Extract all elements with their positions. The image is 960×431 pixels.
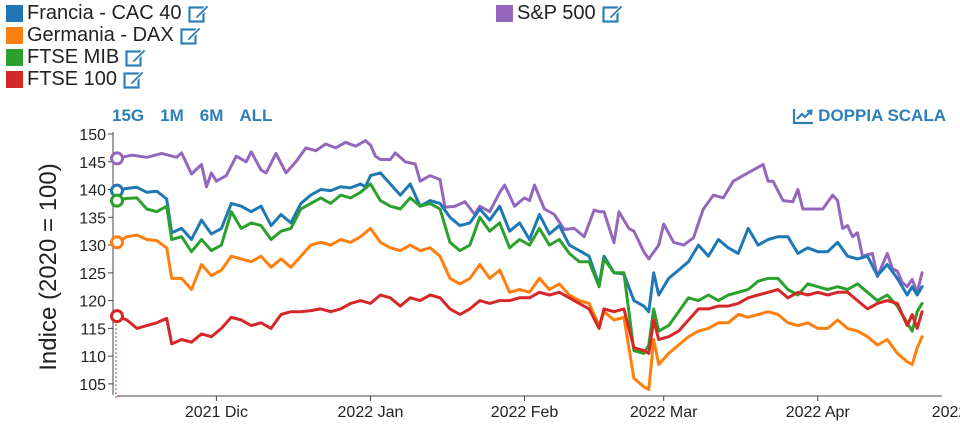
- y-tick-label: 125: [79, 266, 106, 283]
- y-axis-label: Indice (2020 = 100): [35, 163, 62, 370]
- legend-item-cac40[interactable]: Francia - CAC 40: [6, 2, 210, 24]
- y-tick-label: 150: [79, 127, 106, 144]
- legend-item-dax[interactable]: Germania - DAX: [6, 24, 210, 46]
- edit-icon[interactable]: [187, 3, 210, 23]
- legend-label: S&P 500: [517, 1, 596, 24]
- y-tick-label: 110: [80, 349, 106, 366]
- legend-label: FTSE MIB: [27, 45, 120, 68]
- series-start-point: [110, 235, 124, 250]
- series-line-s-p-500: [115, 139, 924, 294]
- legend-swatch: [6, 4, 23, 22]
- range-button-1m[interactable]: 1M: [160, 106, 184, 125]
- legend-label: FTSE 100: [27, 67, 118, 90]
- dual-scale-label: DOPPIA SCALA: [818, 106, 946, 125]
- series-start-point: [110, 151, 124, 166]
- range-button-all[interactable]: ALL: [239, 106, 273, 125]
- legend-right: S&P 500: [496, 2, 624, 24]
- x-tick-label: 2022 Mar: [630, 404, 698, 421]
- range-selector: 15G 1M 6M ALL: [112, 106, 272, 126]
- series-start-point: [110, 193, 124, 208]
- y-tick-label: 120: [79, 294, 106, 311]
- legend-item-ftse-mib[interactable]: FTSE MIB: [6, 46, 210, 68]
- y-tick-label: 135: [79, 210, 106, 227]
- legend-label: Germania - DAX: [27, 23, 174, 46]
- legend-swatch: [6, 26, 23, 44]
- series-line-germania-dax: [115, 226, 924, 391]
- x-tick-label: 2022 Jan: [338, 404, 404, 421]
- y-tick-label: 115: [80, 321, 106, 338]
- range-button-6m[interactable]: 6M: [199, 106, 224, 125]
- legend-swatch: [6, 70, 23, 88]
- y-tick-label: 145: [79, 155, 106, 172]
- edit-icon[interactable]: [601, 3, 624, 23]
- y-tick-label: 130: [79, 238, 106, 255]
- series-line-francia-cac-40: [115, 171, 924, 314]
- legend: Francia - CAC 40 Germania - DAX FTSE MIB…: [6, 2, 210, 90]
- x-tick-label: 2022 Apr: [786, 404, 851, 421]
- series-line-ftse-100: [115, 288, 924, 355]
- legend-label: Francia - CAC 40: [27, 1, 182, 24]
- legend-swatch: [6, 48, 23, 66]
- series-start-point: [110, 309, 124, 324]
- legend-item-sp500[interactable]: S&P 500: [496, 2, 624, 24]
- edit-icon[interactable]: [125, 47, 147, 67]
- y-tick-label: 105: [79, 377, 106, 394]
- legend-swatch: [496, 4, 513, 22]
- dual-scale-button[interactable]: DOPPIA SCALA: [792, 106, 946, 126]
- legend-item-ftse-100[interactable]: FTSE 100: [6, 68, 210, 90]
- x-tick-label: 2022 Feb: [491, 404, 559, 421]
- series-line-ftse-mib: [115, 182, 924, 355]
- x-tick-label: 2022 May: [932, 404, 960, 421]
- edit-icon[interactable]: [123, 69, 145, 89]
- x-tick-label: 2021 Dic: [185, 404, 248, 421]
- range-button-15g[interactable]: 15G: [112, 106, 145, 125]
- line-chart-icon: [793, 109, 814, 125]
- edit-icon[interactable]: [180, 25, 202, 45]
- y-tick-label: 140: [79, 183, 106, 200]
